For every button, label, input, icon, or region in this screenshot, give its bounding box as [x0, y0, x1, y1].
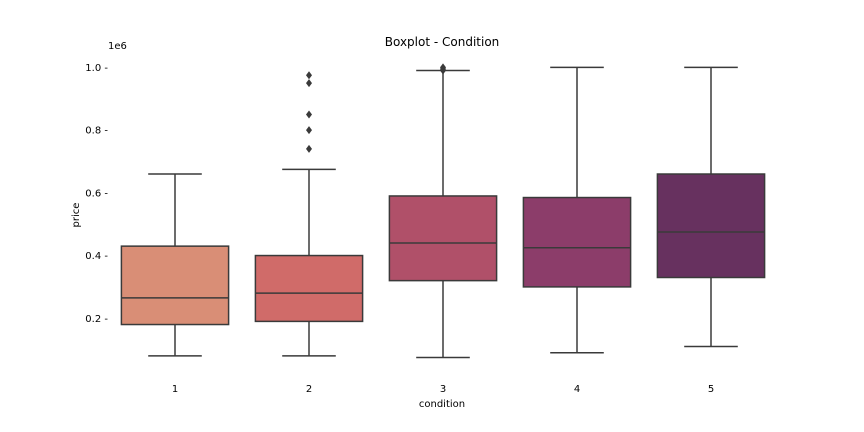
box-group-5: [656, 66, 766, 348]
iqr-box: [254, 254, 364, 323]
outlier-point: [306, 71, 312, 80]
x-tick-label: 3: [440, 384, 446, 395]
box-group-4: [522, 66, 632, 354]
outlier-point: [306, 144, 312, 153]
y-tick-label: 0.6 -: [85, 188, 108, 199]
y-offset-label: 1e6: [108, 41, 127, 52]
iqr-box: [388, 195, 498, 282]
y-axis-ticks: 0.2 - 0.4 - 0.6 - 0.8 - 1.0 -: [85, 63, 108, 325]
x-tick-label: 5: [708, 384, 714, 395]
outlier-point: [306, 79, 312, 88]
boxes: [120, 63, 766, 359]
box-group-2: [254, 71, 364, 357]
x-axis-ticks: 1 2 3 4 5: [172, 384, 714, 395]
x-tick-label: 1: [172, 384, 178, 395]
iqr-box: [522, 196, 632, 288]
y-tick-label: 0.2 -: [85, 314, 108, 325]
y-tick-label: 0.4 -: [85, 251, 108, 262]
chart-title: Boxplot - Condition: [385, 35, 500, 49]
box-group-3: [388, 63, 498, 359]
y-tick-label: 1.0 -: [85, 63, 108, 74]
box-group-1: [120, 173, 230, 357]
y-axis-label: price: [71, 203, 82, 228]
outlier-point: [306, 110, 312, 119]
x-axis-label: condition: [419, 399, 465, 410]
x-tick-label: 4: [574, 384, 580, 395]
iqr-box: [120, 245, 230, 326]
iqr-box: [656, 173, 766, 279]
x-tick-label: 2: [306, 384, 312, 395]
y-tick-label: 0.8 -: [85, 126, 108, 137]
outlier-point: [440, 63, 446, 72]
outlier-point: [306, 126, 312, 135]
